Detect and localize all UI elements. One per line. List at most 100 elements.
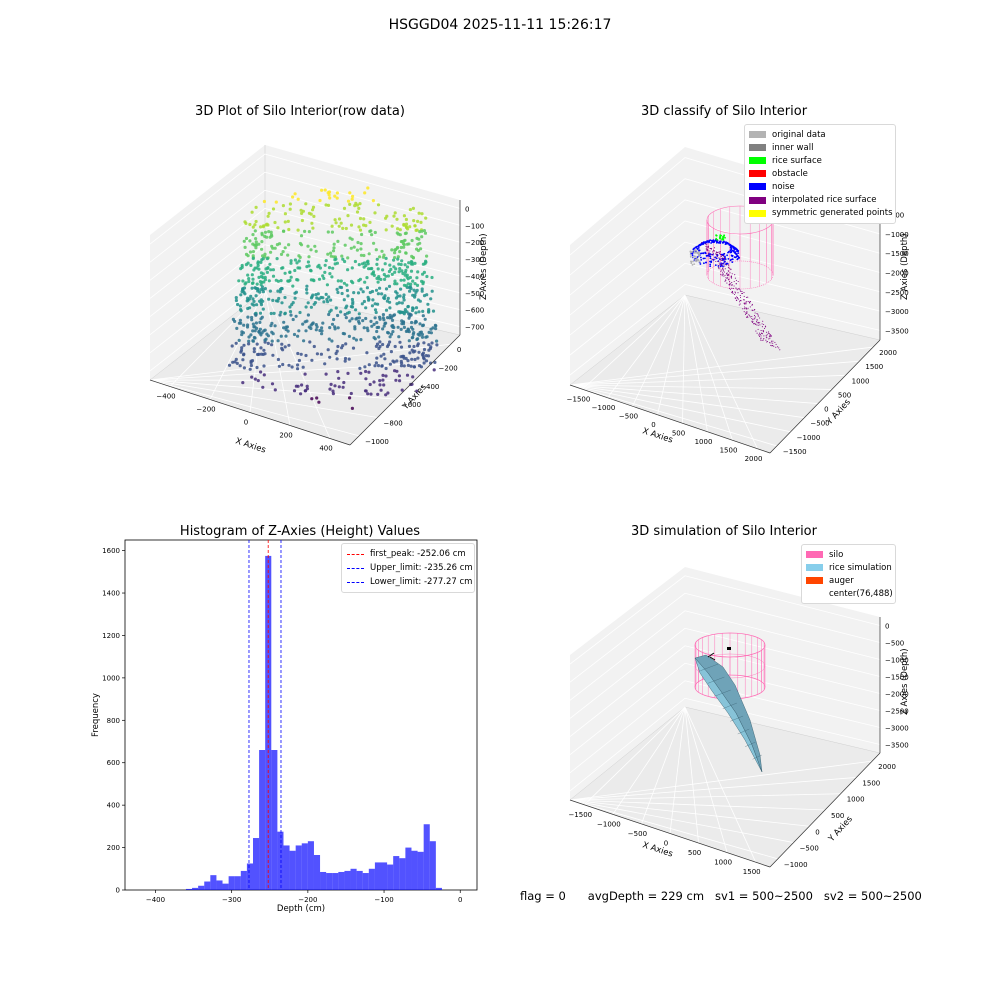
legend-swatch	[806, 577, 823, 585]
legend-swatch	[806, 590, 823, 597]
panel1-axis-lines	[149, 200, 461, 446]
p2-y-tick-label: 0	[824, 406, 828, 414]
histogram-bar	[356, 870, 363, 890]
legend-entry: Upper_limit: -235.26 cm	[347, 561, 473, 575]
histogram-bar	[381, 862, 388, 890]
p2-y-tick-label: 1000	[852, 377, 870, 385]
p4-x-tick-label: 0	[664, 840, 668, 848]
legend-entry: rice surface	[749, 154, 891, 167]
legend-entry: interpolated rice surface	[749, 193, 891, 206]
p1-x-tick-label: 400	[319, 445, 332, 453]
p2-x-tick-label: −500	[619, 412, 638, 420]
histogram-bar	[338, 871, 345, 890]
p1-z-tick-label: 0	[465, 205, 469, 213]
histogram-bar	[362, 873, 369, 890]
panel2-z-label: Z Axies (Depth)	[900, 233, 910, 300]
p1-z-tick-label: −400	[465, 273, 484, 281]
histogram-bar	[405, 847, 412, 890]
p4-z-tick-label: 0	[885, 623, 889, 631]
panel4-gridlines	[569, 575, 881, 863]
histogram-x-tick-label: 0	[458, 896, 462, 904]
histogram-bar	[198, 885, 205, 890]
legend-entry: Lower_limit: -277.27 cm	[347, 575, 472, 589]
panel1-z-ticks: 0 −100 −200 −300 −400 −500 −600 −700	[465, 205, 484, 331]
histogram-y-tick-label: 200	[107, 844, 120, 852]
p4-y-tick-label: 0	[815, 828, 819, 836]
histogram-x-tick-label: −400	[146, 896, 165, 904]
p1-x-tick-label: 200	[279, 432, 292, 440]
legend-swatch	[749, 131, 766, 139]
panel3-title: Histogram of Z-Axies (Height) Values	[179, 524, 421, 539]
p2-x-tick-label: 2000	[745, 455, 763, 463]
panel2-classified-points	[689, 234, 781, 351]
histogram-bar	[185, 888, 193, 890]
histogram-bar	[344, 870, 351, 890]
legend-label: symmetric generated points	[772, 208, 893, 219]
panel4-axis-lines	[569, 617, 881, 868]
legend-label: center(76,488)	[829, 588, 893, 599]
p2-z-tick-label: −3500	[885, 327, 909, 335]
p4-x-tick-label: 1500	[743, 868, 761, 876]
histogram-bar	[222, 883, 229, 890]
avg-depth-text: avgDepth = 229 cm	[587, 889, 705, 903]
p4-z-tick-label: −1500	[885, 674, 909, 682]
figure-title: HSGGD04 2025-11-11 15:26:17	[388, 17, 612, 33]
sv1-text: sv1 = 500~2500	[715, 889, 813, 903]
p4-z-tick-label: −3000	[885, 725, 909, 733]
histogram-bar	[283, 845, 290, 890]
histogram-bar	[399, 858, 406, 890]
legend-label: inner wall	[772, 142, 814, 153]
panel2-x-ticks: −1500−1000−500 0 500 1000 1500 2000	[567, 395, 763, 463]
histogram-bar	[326, 873, 333, 890]
histogram-y-tick-label: 600	[107, 759, 120, 767]
panel1-title: 3D Plot of Silo Interior(row data)	[195, 104, 405, 119]
histogram-y-tick-label: 800	[107, 717, 120, 725]
p4-y-tick-label: −1000	[784, 861, 808, 869]
histogram-y-tick-label: 400	[107, 802, 120, 810]
p4-y-tick-label: 1500	[862, 779, 880, 787]
histogram-bar	[295, 845, 302, 890]
legend-entry: noise	[749, 180, 891, 193]
legend-label: rice surface	[772, 155, 822, 166]
histogram-marker-lines	[248, 540, 282, 890]
legend-swatch	[749, 144, 766, 152]
histogram-bar	[210, 875, 217, 890]
histogram-bar	[259, 750, 266, 890]
p2-y-tick-label: 1500	[865, 363, 883, 371]
panel1-z-label: Z Axies (Depth)	[479, 233, 489, 300]
p2-x-tick-label: 500	[672, 429, 685, 437]
legend-label: first_peak: -252.06 cm	[370, 549, 466, 559]
p1-z-tick-label: −600	[465, 307, 484, 315]
p2-y-tick-label: −1500	[783, 448, 807, 456]
histogram-bar	[240, 870, 247, 890]
histogram-bar	[368, 868, 375, 890]
legend-entry: original data	[749, 128, 891, 141]
p2-z-tick-label: −1500	[885, 250, 909, 258]
legend-label: obstacle	[772, 168, 808, 179]
p2-z-tick-label: −2000	[885, 270, 909, 278]
p1-z-tick-label: −200	[465, 239, 484, 247]
panel2-title: 3D classify of Silo Interior	[640, 104, 808, 119]
p4-z-tick-label: −2500	[885, 708, 909, 716]
p2-y-tick-label: −1000	[797, 434, 821, 442]
legend-label: Upper_limit: -235.26 cm	[370, 563, 473, 573]
legend-entry: obstacle	[749, 167, 891, 180]
legend-label: rice simulation	[829, 562, 892, 573]
p2-x-tick-label: 1500	[720, 446, 738, 454]
p2-x-tick-label: 0	[651, 421, 655, 429]
p4-x-tick-label: 1000	[714, 859, 732, 867]
p1-z-tick-label: −300	[465, 256, 484, 264]
histogram-bar	[411, 850, 418, 890]
legend-swatch	[806, 564, 823, 572]
legend-entry: silo	[806, 548, 891, 561]
legend-entry: symmetric generated points	[749, 207, 893, 220]
p1-z-tick-label: −100	[465, 222, 484, 230]
panel4-title: 3D simulation of Silo Interior	[631, 524, 817, 539]
p4-y-tick-label: 2000	[878, 763, 896, 771]
histogram-y-tick-label: 1000	[102, 674, 120, 682]
sv2-text: sv2 = 500~2500	[823, 889, 922, 903]
p1-y-tick-label: 0	[457, 346, 461, 354]
histogram-bar	[192, 887, 199, 890]
p1-z-tick-label: −700	[465, 324, 484, 332]
